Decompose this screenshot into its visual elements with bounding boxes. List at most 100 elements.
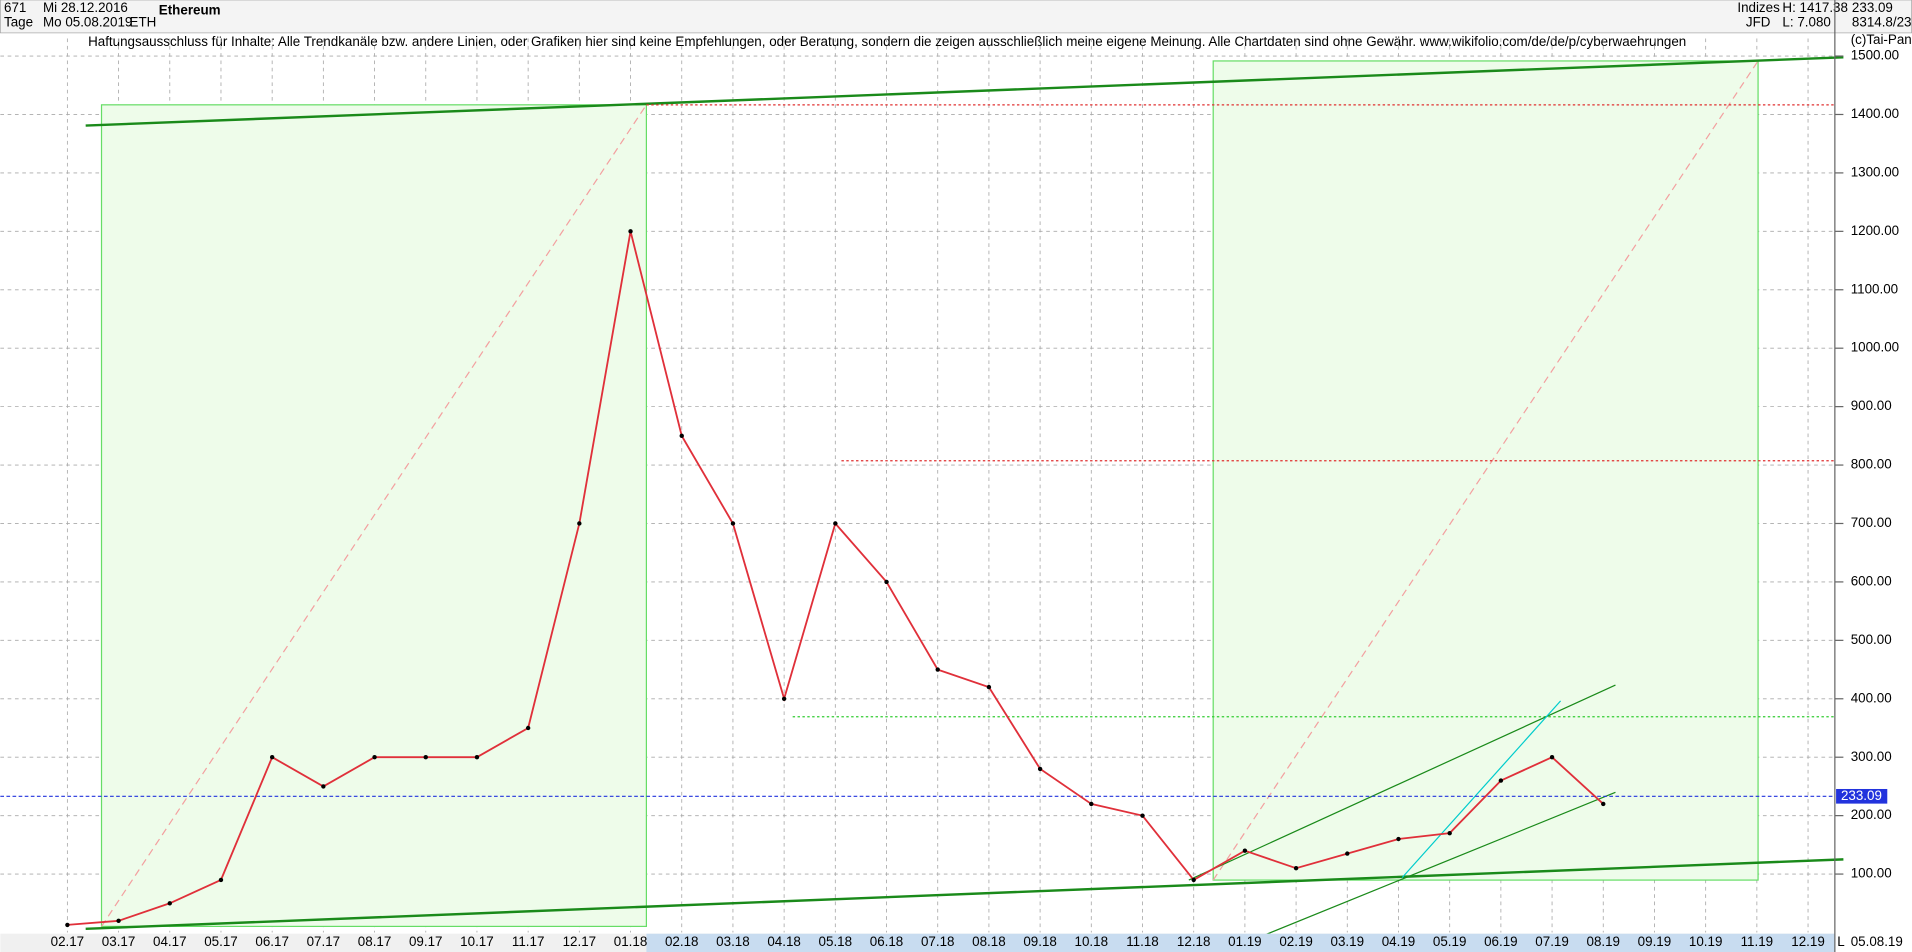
- price-point: [884, 579, 889, 585]
- symbol: ETH: [130, 15, 157, 30]
- x-tick-label: 09.18: [1023, 934, 1057, 949]
- y-tick-label: 1200.00: [1851, 223, 1899, 238]
- y-tick-label: 1400.00: [1851, 106, 1899, 121]
- price-point: [986, 684, 992, 690]
- price-point: [730, 521, 736, 526]
- y-tick-label: 1500.00: [1851, 48, 1899, 63]
- x-tick-label: 03.18: [716, 934, 750, 949]
- x-tick-label: 04.18: [767, 934, 801, 949]
- x-tick-label: 06.19: [1484, 934, 1518, 949]
- y-tick-label: 1100.00: [1851, 281, 1898, 296]
- y-tick-label: 100.00: [1851, 866, 1892, 881]
- x-tick-label: 02.17: [51, 934, 85, 949]
- x-axis-highlight: [646, 933, 1835, 952]
- x-tick-label: 09.17: [409, 934, 443, 949]
- x-tick-label: 12.19: [1791, 934, 1825, 949]
- price-point: [628, 229, 633, 234]
- channel-line: [1188, 684, 1616, 881]
- price-point: [218, 877, 224, 883]
- price-point: [1396, 836, 1401, 842]
- group: Indizes: [1737, 0, 1780, 15]
- y-tick-label: 1300.00: [1851, 164, 1899, 179]
- price-point: [116, 918, 121, 924]
- x-tick-label: 02.18: [665, 934, 699, 949]
- y-tick-label: 900.00: [1851, 398, 1892, 413]
- price-point: [474, 755, 480, 760]
- price-point: [1242, 848, 1248, 853]
- broker: JFD: [1746, 15, 1771, 30]
- x-tick-label: 06.18: [870, 934, 904, 949]
- price-point: [833, 521, 838, 526]
- x-tick-label: 05.18: [819, 934, 853, 949]
- price-point: [321, 784, 326, 789]
- price-point: [781, 696, 787, 701]
- x-tick-label: 09.19: [1638, 934, 1672, 949]
- x-tick-label: 08.18: [972, 934, 1006, 949]
- channel-line: [1401, 700, 1562, 879]
- x-tick-label: 07.18: [921, 934, 955, 949]
- x-tick-label: 07.19: [1535, 934, 1569, 949]
- x-tick-label: 01.18: [614, 934, 648, 949]
- header-bar: [0, 0, 1912, 34]
- channel-line: [1255, 791, 1616, 940]
- x-tick-label: 04.17: [153, 934, 187, 949]
- low: L: 7.080: [1782, 15, 1830, 30]
- x-tick-label: 03.19: [1331, 934, 1365, 949]
- x-tick-label: 07.17: [307, 934, 341, 949]
- last-price-box: [1836, 788, 1888, 804]
- price-point: [525, 725, 531, 731]
- x-tick-label: 04.19: [1382, 934, 1416, 949]
- disclaimer: Haftungsausschluss für Inhalte: Alle Tre…: [88, 34, 1686, 49]
- chart-title: Ethereum: [159, 3, 221, 18]
- y-tick-label: 800.00: [1851, 457, 1892, 472]
- price-point: [1498, 778, 1504, 783]
- count[interactable]: 671: [4, 0, 26, 15]
- trend-line: [85, 56, 1844, 127]
- x-tick-label: 02.19: [1279, 934, 1313, 949]
- y-tick-label: 500.00: [1851, 632, 1892, 647]
- price-point: [1447, 830, 1452, 836]
- high: H: 1417.38: [1782, 0, 1848, 15]
- x-tick-label: 11.19: [1741, 934, 1774, 949]
- last-price: 233.09: [1852, 0, 1893, 15]
- scale-mark[interactable]: L: [1837, 934, 1844, 949]
- x-tick-label: 08.19: [1587, 934, 1621, 949]
- period[interactable]: Tage: [4, 15, 33, 30]
- price-point: [1549, 755, 1555, 760]
- x-tick-label: 06.17: [255, 934, 289, 949]
- stat: 8314.8/23: [1852, 15, 1912, 30]
- price-point: [679, 433, 684, 439]
- price-point: [372, 755, 377, 760]
- x-tick-label: 11.18: [1126, 934, 1159, 949]
- x-tick-label: 12.18: [1177, 934, 1211, 949]
- x-tick-label: 08.17: [358, 934, 392, 949]
- price-point: [1345, 851, 1350, 856]
- x-tick-label: 05.19: [1433, 934, 1467, 949]
- y-tick-label: 1000.00: [1851, 340, 1899, 355]
- price-point: [269, 755, 275, 760]
- price-point: [167, 901, 172, 906]
- price-point: [1293, 866, 1299, 871]
- last-price-label: 233.09: [1841, 788, 1882, 803]
- price-point: [1037, 766, 1043, 772]
- price-point: [65, 922, 70, 928]
- price-point: [935, 667, 940, 672]
- x-tick-label: 11.17: [512, 934, 545, 949]
- x-tick-label: 01.19: [1228, 934, 1262, 949]
- y-tick-label: 300.00: [1851, 749, 1892, 764]
- y-tick-label: 400.00: [1851, 690, 1892, 705]
- price-point: [423, 755, 428, 760]
- price-point: [1089, 801, 1094, 807]
- price-point: [1191, 877, 1196, 883]
- y-tick-label: 600.00: [1851, 573, 1892, 588]
- diagonal: [1212, 60, 1759, 881]
- start-date[interactable]: Mi 28.12.2016: [43, 0, 128, 15]
- x-tick-label: 10.18: [1075, 934, 1109, 949]
- diagonal: [101, 104, 647, 927]
- end-date[interactable]: Mo 05.08.2019: [43, 15, 132, 30]
- y-tick-label: 200.00: [1851, 807, 1892, 822]
- x-tick-label: 12.17: [563, 934, 597, 949]
- x-tick-label: 10.19: [1689, 934, 1723, 949]
- trend-line: [85, 858, 1844, 931]
